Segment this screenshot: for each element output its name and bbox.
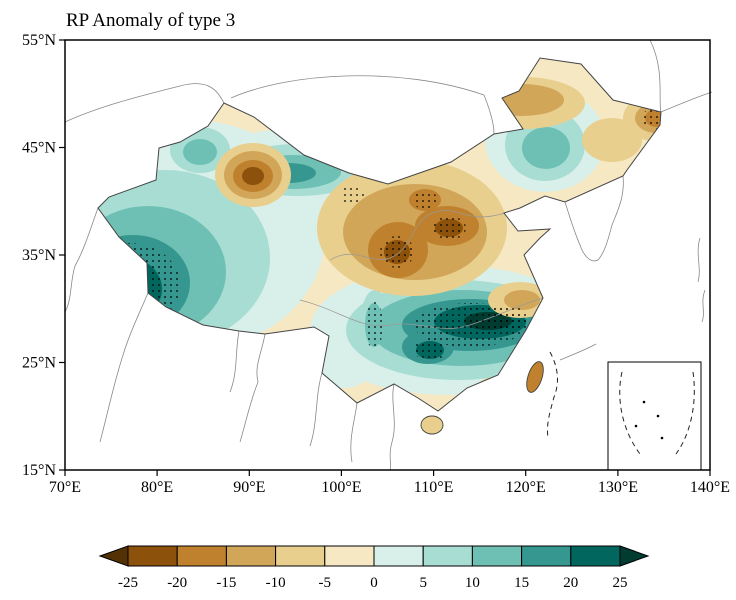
colorbar-cell bbox=[127, 545, 178, 567]
y-axis-tick-label: 25°N bbox=[22, 355, 56, 372]
colorbar-tick-label: -5 bbox=[319, 575, 332, 591]
y-axis-tick-label: 55°N bbox=[22, 32, 56, 49]
taiwan-island bbox=[526, 361, 544, 393]
colorbar-cell bbox=[176, 545, 227, 567]
colorbar-tick-label: 10 bbox=[465, 575, 480, 591]
colorbar-tick-label: 5 bbox=[419, 575, 427, 591]
hainan-island bbox=[420, 415, 444, 435]
y-axis-labels: 55°N 45°N 35°N 25°N 15°N bbox=[22, 32, 56, 479]
x-axis-tick-label: 100°E bbox=[321, 479, 361, 496]
y-axis-tick-label: 15°N bbox=[22, 462, 56, 479]
china-outline bbox=[97, 57, 662, 412]
colorbar-right-triangle bbox=[619, 545, 650, 567]
chart-title: RP Anomaly of type 3 bbox=[66, 10, 235, 31]
colorbar-tick-label: -15 bbox=[216, 575, 236, 591]
colorbar-cell bbox=[521, 545, 572, 567]
x-axis-tick-label: 70°E bbox=[49, 479, 81, 496]
colorbar-tick-label: -20 bbox=[167, 575, 187, 591]
colorbar-tick-label: 0 bbox=[370, 575, 378, 591]
inset-south-china-sea bbox=[607, 361, 702, 471]
colorbar-cell bbox=[373, 545, 424, 567]
colorbar-cell bbox=[225, 545, 277, 567]
x-axis-tick-label: 110°E bbox=[414, 479, 454, 496]
colorbar-tick-label: 20 bbox=[563, 575, 578, 591]
colorbar-cell bbox=[471, 545, 523, 567]
y-axis-tick-label: 35°N bbox=[22, 247, 56, 264]
colorbar-labels: -25 -20 -15 -10 -5 0 5 10 15 20 25 bbox=[118, 575, 628, 591]
x-axis-tick-label: 80°E bbox=[141, 479, 173, 496]
y-axis-tick-label: 45°N bbox=[22, 140, 56, 157]
colorbar-cell bbox=[324, 545, 375, 567]
context-coastlines bbox=[64, 39, 713, 471]
colorbar-tick-label: 25 bbox=[613, 575, 628, 591]
colorbar-tick-label: 15 bbox=[514, 575, 529, 591]
nine-dash-line-main-map bbox=[547, 351, 558, 439]
x-axis-labels: 70°E 80°E 90°E 100°E 110°E 120°E 130°E 1… bbox=[49, 479, 730, 496]
x-axis-tick-label: 130°E bbox=[598, 479, 638, 496]
x-axis-tick-label: 140°E bbox=[690, 479, 730, 496]
axis-tickmarks bbox=[59, 39, 711, 476]
x-axis-tick-label: 90°E bbox=[233, 479, 265, 496]
colorbar-tick-label: -10 bbox=[266, 575, 286, 591]
colorbar-cell bbox=[570, 545, 621, 567]
x-axis-tick-label: 120°E bbox=[506, 479, 546, 496]
colorbar-left-triangle bbox=[98, 545, 129, 567]
colorbar-cell bbox=[275, 545, 326, 567]
colorbar-tick-label: -25 bbox=[118, 575, 138, 591]
colorbar-cell bbox=[422, 545, 473, 567]
colorbar: -25 -20 -15 -10 -5 0 5 10 15 20 25 bbox=[98, 545, 650, 591]
